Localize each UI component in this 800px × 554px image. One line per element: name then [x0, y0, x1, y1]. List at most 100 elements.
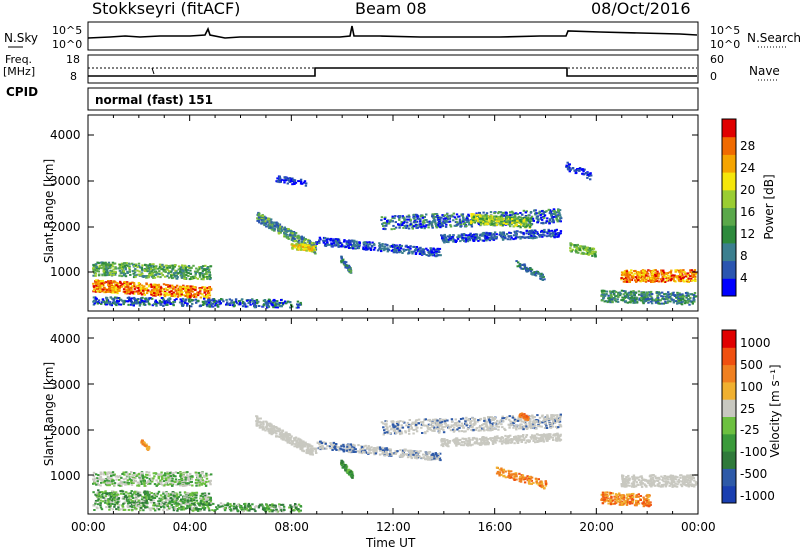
range-gate-cell [208, 287, 211, 290]
range-gate-cell [148, 479, 151, 482]
range-gate-cell [258, 212, 261, 215]
range-gate-cell [199, 478, 203, 481]
range-gate-cell [683, 299, 686, 302]
range-gate-cell [628, 294, 631, 297]
range-gate-cell [582, 170, 585, 173]
range-gate-cell [157, 475, 160, 478]
range-gate-cell [271, 226, 274, 229]
range-gate-cell [463, 236, 467, 239]
range-gate-cell [335, 241, 338, 244]
range-gate-cell [439, 218, 442, 221]
range-gate-cell [577, 169, 580, 172]
range-gate-cell [173, 293, 176, 296]
range-gate-cell [437, 219, 440, 221]
range-gate-cell [128, 263, 131, 266]
range-gate-cell [585, 172, 588, 174]
range-gate-cell [532, 232, 535, 235]
range-gate-cell [594, 254, 597, 256]
range-gate-cell [638, 298, 641, 301]
range-gate-cell [257, 216, 261, 219]
range-gate-cell [125, 264, 128, 267]
range-gate-cell [531, 237, 535, 240]
range-gate-cell [673, 274, 676, 277]
range-gate-cell [265, 225, 268, 228]
range-gate-cell [467, 235, 471, 238]
range-gate-cell [569, 244, 572, 247]
range-gate-cell [673, 280, 676, 282]
range-gate-cell [180, 273, 183, 276]
range-gate-cell [143, 287, 146, 290]
range-gate-cell [156, 275, 160, 278]
cpid-panel [87, 87, 699, 111]
range-gate-cell [528, 236, 532, 239]
range-gate-cell [617, 291, 620, 294]
range-gate-cell [138, 283, 142, 286]
range-gate-cell [125, 282, 128, 285]
range-gate-cell [114, 267, 118, 270]
range-gate-cell [489, 237, 492, 240]
range-gate-cell [203, 295, 206, 298]
range-gate-cell [147, 267, 150, 269]
range-gate-cell [384, 247, 388, 250]
range-gate-cell [505, 222, 508, 225]
range-gate-cell [689, 269, 692, 272]
range-gate-cell [678, 292, 681, 295]
range-gate-cell [493, 234, 496, 237]
range-gate-cell [575, 251, 578, 254]
range-gate-cell [541, 218, 544, 221]
range-gate-cell [283, 228, 287, 231]
range-gate-cell [212, 302, 215, 305]
range-gate-cell [638, 273, 641, 276]
range-gate-cell [166, 268, 169, 271]
nsearch-tick-bottom: 10^0 [710, 38, 741, 51]
range-gate-cell [411, 226, 414, 229]
range-gate-cell [398, 250, 401, 253]
range-gate-cell [473, 221, 477, 224]
range-gate-cell [467, 220, 470, 223]
range-gate-cell [587, 248, 590, 251]
range-gate-cell [261, 215, 264, 218]
range-gate-cell [523, 264, 527, 267]
range-gate-cell [683, 302, 687, 305]
range-gate-cell [434, 221, 437, 224]
range-gate-cell [126, 296, 130, 299]
range-gate-cell [391, 215, 394, 218]
range-gate-cell [208, 305, 211, 308]
range-gate-cell [351, 244, 355, 247]
range-gate-cell [190, 305, 193, 308]
range-gate-cell [485, 236, 489, 239]
range-gate-cell [342, 261, 346, 264]
range-gate-cell [347, 264, 351, 267]
range-gate-cell [431, 215, 434, 218]
range-gate-cell [132, 276, 136, 279]
range-gate-cell [275, 180, 278, 183]
range-gate-cell [343, 262, 347, 265]
range-gate-cell [189, 273, 192, 275]
range-gate-cell [413, 217, 416, 219]
range-gate-cell [547, 228, 550, 231]
range-gate-cell [393, 227, 396, 230]
range-gate-cell [127, 288, 130, 291]
range-gate-cell [128, 473, 131, 476]
range-gate-cell [192, 288, 195, 291]
range-gate-cell [95, 279, 98, 282]
range-gate-cell [131, 297, 134, 300]
range-gate-cell [201, 265, 205, 268]
range-gate-cell [577, 251, 580, 254]
range-gate-cell [203, 276, 206, 278]
range-gate-cell [640, 275, 644, 278]
range-gate-cell [297, 239, 301, 242]
range-gate-cell [141, 288, 145, 290]
range-gate-cell [178, 270, 182, 273]
range-gate-cell [554, 230, 557, 232]
range-gate-cell [152, 263, 155, 266]
range-gate-cell [520, 220, 523, 223]
range-gate-cell [152, 276, 155, 279]
range-gate-cell [166, 471, 169, 474]
range-gate-cell [104, 264, 108, 267]
range-gate-cell [124, 292, 127, 295]
range-gate-cell [690, 277, 693, 280]
range-gate-cell [470, 216, 474, 218]
range-gate-cell [116, 292, 119, 295]
range-gate-cell [593, 252, 597, 255]
